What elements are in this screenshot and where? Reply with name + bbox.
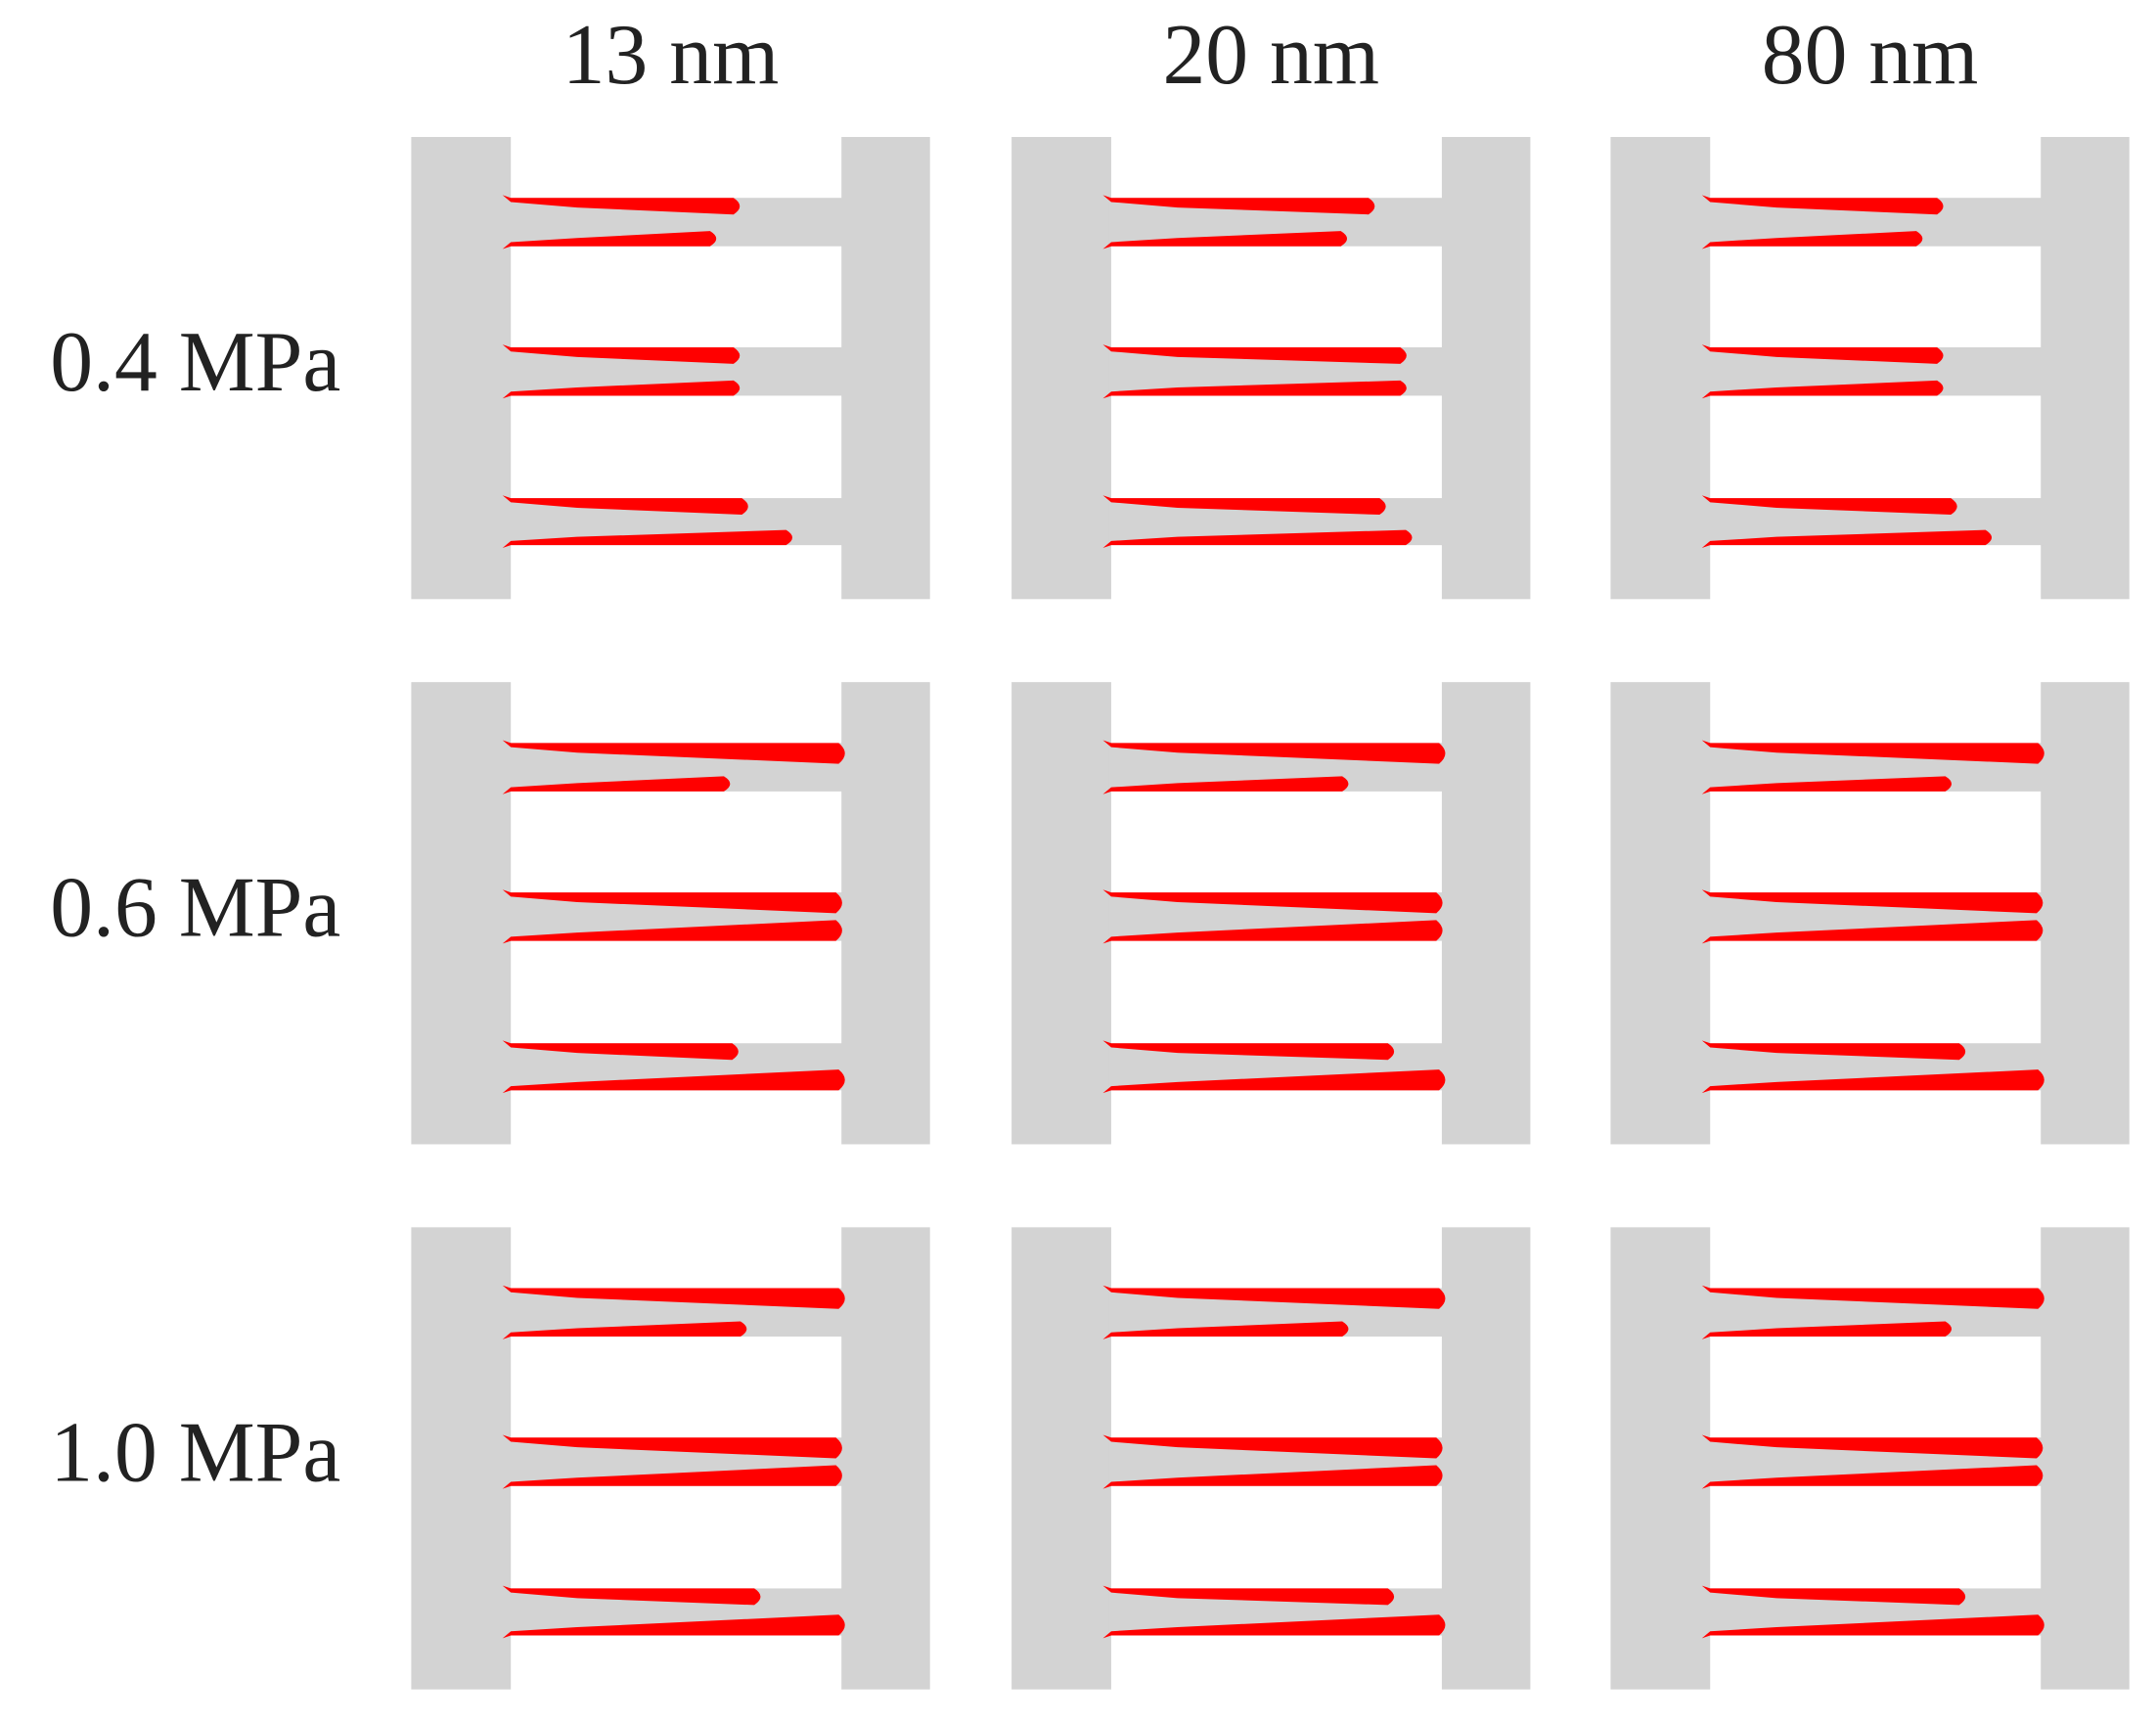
red-finger [1102,1434,1443,1459]
red-finger [1701,529,1993,548]
right-block [2041,682,2130,1145]
column-header: 20 nm [1162,7,1379,102]
left-block [1011,682,1111,1145]
left-block [411,136,512,600]
red-finger [1102,529,1413,548]
red-finger [1701,1434,2044,1459]
red-finger [1701,1069,2044,1094]
red-finger [1102,195,1375,215]
red-finger [1701,889,2044,914]
panel [411,682,930,1145]
red-finger [1102,740,1446,764]
right-block [2041,1227,2130,1690]
red-finger [502,1040,739,1061]
panel [1610,1227,2130,1690]
panel [411,136,930,600]
red-finger [502,776,731,794]
right-block [1441,136,1531,600]
red-finger [502,380,741,399]
left-block [411,1227,512,1690]
panel [1011,682,1531,1145]
red-finger [1701,776,1953,794]
red-finger [1102,1614,1446,1639]
red-finger [1701,344,1944,364]
left-block [1610,682,1711,1145]
red-finger [502,1434,842,1459]
red-finger [502,740,845,764]
red-finger [1701,1585,1966,1606]
red-finger [1102,1465,1443,1489]
red-finger [1102,380,1407,399]
right-block [2041,136,2130,600]
left-block [411,682,512,1145]
panel [1610,682,2130,1145]
right-block [841,136,930,600]
red-finger [502,920,842,944]
red-finger [1102,1285,1446,1309]
red-finger [1701,495,1957,516]
red-finger [502,1585,761,1606]
red-finger [1102,1585,1395,1606]
right-block [841,682,930,1145]
red-finger [1701,1614,2044,1639]
right-block [1441,682,1531,1145]
row-label: 0.4 MPa [50,314,340,409]
panel [411,1227,930,1690]
red-finger [502,1285,845,1309]
left-block [1610,136,1711,600]
red-finger [502,1321,747,1339]
red-finger [1701,1285,2044,1309]
red-finger [1102,231,1348,250]
left-block [1610,1227,1711,1690]
column-header: 13 nm [562,7,780,102]
row-label: 0.6 MPa [50,859,340,954]
red-finger [1701,740,2044,764]
red-finger [1701,1040,1966,1061]
red-finger [502,889,842,914]
red-finger [502,1614,845,1639]
red-finger [1102,1069,1446,1094]
red-finger [502,231,717,250]
red-finger [1102,920,1443,944]
column-header: 80 nm [1762,7,1979,102]
red-finger [502,529,792,548]
red-finger [502,1069,845,1094]
red-finger [1102,1321,1349,1339]
red-finger [1102,1040,1395,1061]
red-finger [1701,380,1944,399]
red-finger [1102,344,1407,364]
right-block [841,1227,930,1690]
red-finger [1701,231,1923,250]
panel [1011,136,1531,600]
red-finger [502,195,741,215]
red-finger [1701,195,1944,215]
red-finger [1102,495,1386,516]
red-finger [1701,920,2044,944]
red-finger [1102,889,1443,914]
left-block [1011,136,1111,600]
right-block [1441,1227,1531,1690]
red-finger [1701,1321,1953,1339]
red-finger [1701,1465,2044,1489]
red-finger [1102,776,1349,794]
red-finger [502,1465,842,1489]
red-finger [502,495,748,516]
panel [1011,1227,1531,1690]
row-label: 1.0 MPa [50,1404,340,1499]
left-block [1011,1227,1111,1690]
red-finger [502,344,741,364]
panel [1610,136,2130,600]
